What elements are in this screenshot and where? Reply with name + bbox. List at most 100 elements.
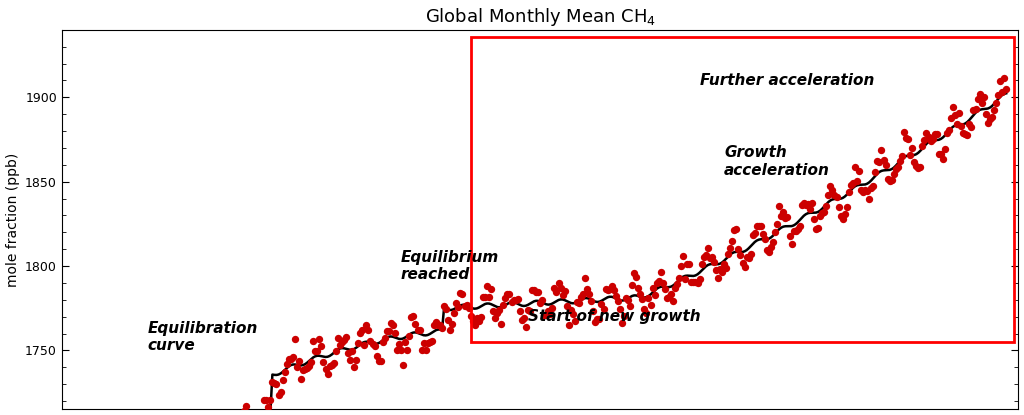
Text: Further acceleration: Further acceleration (699, 73, 873, 88)
Point (477, 294, 494, 301)
Point (412, 327, 428, 333)
Point (457, 303, 473, 309)
Point (642, 301, 658, 308)
Point (949, 121, 966, 127)
Point (765, 238, 781, 245)
Point (640, 295, 656, 302)
Point (896, 128, 912, 135)
Point (297, 366, 313, 372)
Point (622, 303, 638, 309)
Title: Global Monthly Mean CH$_4$: Global Monthly Mean CH$_4$ (425, 5, 655, 27)
Point (939, 129, 955, 136)
Point (601, 286, 617, 292)
Point (287, 335, 303, 342)
Point (516, 315, 532, 322)
Point (806, 215, 822, 222)
Point (274, 376, 291, 383)
Point (822, 183, 839, 189)
Point (826, 191, 843, 198)
Point (865, 183, 882, 190)
Point (469, 315, 485, 322)
Point (379, 327, 395, 334)
Point (695, 254, 712, 260)
Point (391, 341, 408, 347)
Point (279, 361, 295, 368)
Point (746, 229, 763, 236)
Point (933, 150, 949, 157)
Point (957, 131, 974, 138)
Point (853, 187, 869, 193)
Point (697, 252, 714, 259)
Point (283, 356, 299, 362)
Point (783, 240, 800, 247)
Point (935, 155, 951, 162)
Text: Start of new growth: Start of new growth (528, 309, 700, 324)
Point (681, 261, 697, 267)
Point (350, 339, 367, 346)
Point (992, 78, 1009, 84)
Point (878, 161, 894, 168)
Point (929, 131, 945, 137)
Point (679, 261, 695, 267)
Point (266, 380, 283, 386)
Point (751, 222, 767, 229)
Point (500, 290, 516, 297)
Point (262, 397, 279, 404)
Point (863, 184, 880, 191)
Point (923, 138, 939, 144)
Point (671, 275, 687, 282)
Point (810, 225, 826, 232)
Point (650, 278, 667, 285)
Point (414, 347, 430, 354)
Point (593, 301, 609, 308)
Point (570, 300, 587, 306)
Point (305, 338, 322, 345)
Point (624, 281, 640, 288)
Point (338, 334, 354, 341)
Point (921, 134, 937, 141)
Point (663, 290, 679, 297)
Point (634, 295, 650, 302)
Text: Growth
acceleration: Growth acceleration (724, 145, 830, 178)
Point (432, 321, 449, 328)
Point (683, 279, 699, 286)
Point (475, 294, 492, 300)
Point (626, 269, 642, 276)
Point (824, 187, 841, 193)
Point (648, 280, 665, 286)
Point (775, 208, 792, 215)
Point (399, 346, 416, 353)
Point (603, 283, 620, 289)
Point (656, 286, 673, 293)
Point (833, 212, 849, 219)
Point (410, 327, 426, 334)
Point (701, 254, 718, 261)
Point (328, 347, 344, 354)
Point (873, 147, 890, 154)
Point (972, 91, 988, 98)
Point (352, 330, 369, 336)
Point (982, 115, 998, 122)
Point (931, 151, 947, 157)
Point (522, 308, 539, 314)
Point (430, 322, 446, 328)
Point (564, 311, 581, 317)
Point (884, 177, 900, 183)
Point (520, 307, 537, 314)
Point (755, 231, 771, 237)
Point (395, 362, 412, 369)
Point (794, 202, 810, 208)
Point (828, 194, 845, 200)
Point (685, 278, 701, 285)
Point (587, 319, 603, 325)
Point (574, 290, 591, 297)
Point (951, 110, 968, 117)
Point (463, 312, 479, 319)
Point (556, 288, 572, 294)
Point (258, 396, 274, 403)
Point (742, 251, 759, 257)
Point (744, 232, 761, 239)
Y-axis label: mole fraction (ppb): mole fraction (ppb) (5, 153, 19, 287)
Point (988, 100, 1005, 106)
Point (233, 410, 250, 415)
